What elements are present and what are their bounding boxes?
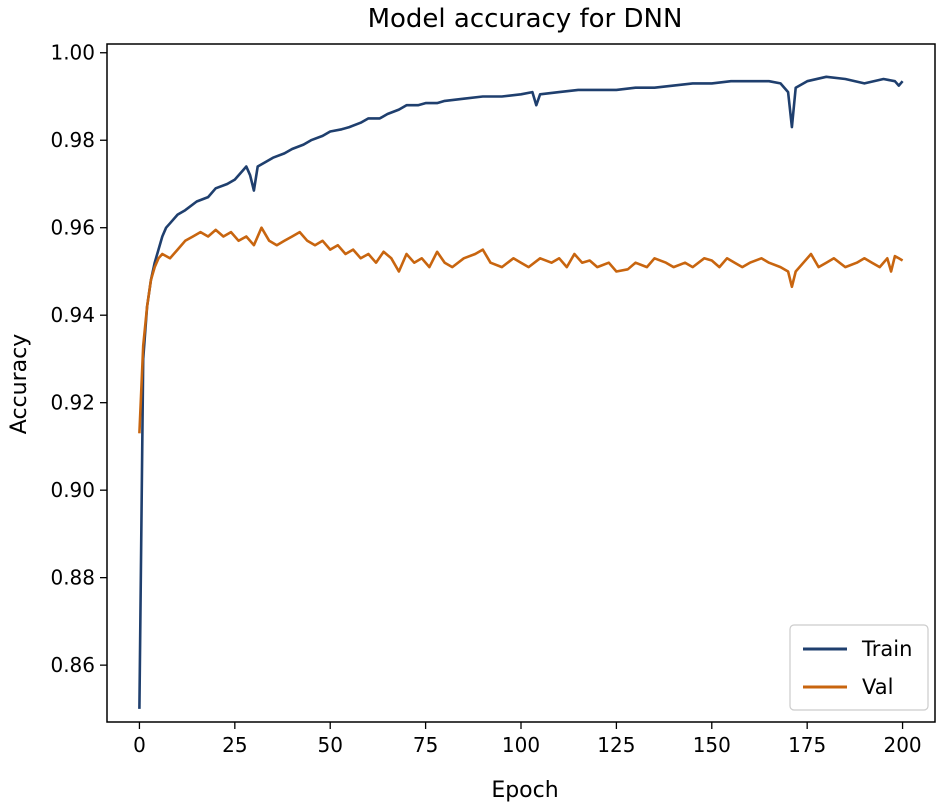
legend-box xyxy=(789,624,929,711)
legend-label-val: Val xyxy=(862,675,893,699)
y-axis-label: Accuracy xyxy=(7,334,32,434)
series-line-val xyxy=(138,226,904,434)
x-tick-label: 25 xyxy=(222,733,247,757)
x-tick-label: 125 xyxy=(597,733,635,757)
y-tick-label: 0.86 xyxy=(50,653,95,677)
plot-area xyxy=(106,43,936,723)
x-tick-label: 75 xyxy=(413,733,438,757)
legend: Train Val xyxy=(789,624,929,711)
y-tick-label: 0.96 xyxy=(50,216,95,240)
x-axis-ticks: 0 25 50 75 100 125 150 175 200 xyxy=(133,722,922,757)
y-axis-ticks: 0.86 0.88 0.90 0.92 0.94 0.96 0.98 1.00 xyxy=(50,41,107,677)
y-tick-label: 0.90 xyxy=(50,478,95,502)
x-tick-label: 175 xyxy=(788,733,826,757)
x-tick-label: 100 xyxy=(502,733,540,757)
x-axis-label: Epoch xyxy=(491,778,558,803)
y-tick-label: 1.00 xyxy=(50,41,95,65)
x-tick-label: 150 xyxy=(693,733,731,757)
chart-title: Model accuracy for DNN xyxy=(368,4,683,34)
x-tick-label: 50 xyxy=(317,733,342,757)
y-tick-label: 0.94 xyxy=(50,303,95,327)
x-tick-label: 0 xyxy=(133,733,146,757)
legend-label-train: Train xyxy=(861,637,912,661)
x-tick-label: 200 xyxy=(883,733,921,757)
series-line-train xyxy=(138,75,904,709)
y-tick-label: 0.98 xyxy=(50,128,95,152)
y-tick-label: 0.92 xyxy=(50,391,95,415)
y-tick-label: 0.88 xyxy=(50,566,95,590)
series-group xyxy=(138,75,904,709)
axes-frame xyxy=(106,43,936,723)
